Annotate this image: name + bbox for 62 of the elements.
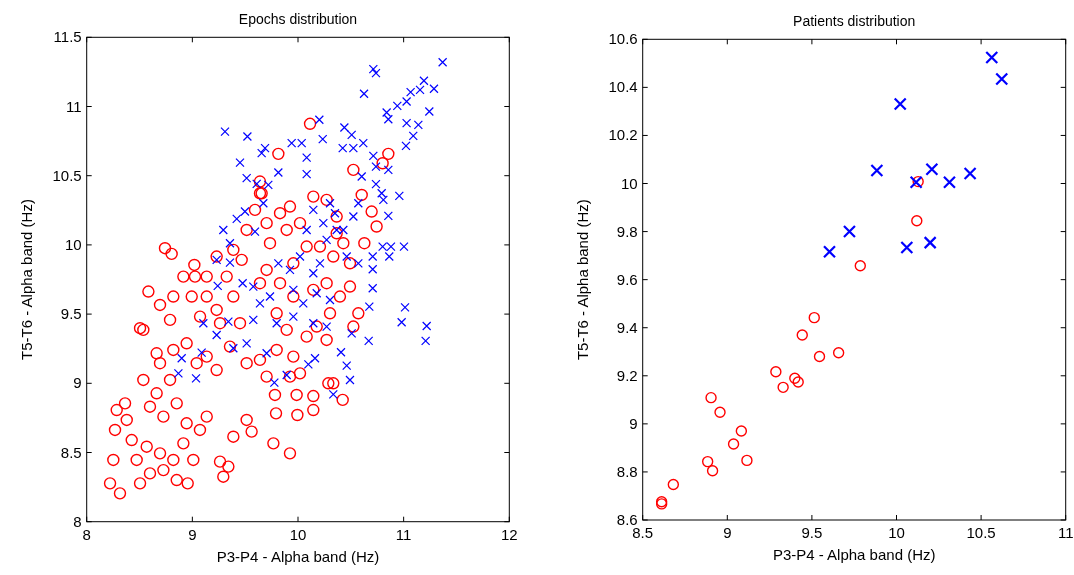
- y-axis-title: T5-T6 - Alpha band (Hz): [573, 199, 591, 361]
- x-tick-label: 10: [888, 524, 905, 541]
- point: [842, 224, 857, 239]
- point: [777, 381, 789, 394]
- x-tick-label: 9.5: [801, 524, 823, 541]
- y-tick-label: 11: [66, 97, 82, 115]
- x-tick-label: 9: [723, 524, 732, 541]
- point: [854, 260, 866, 272]
- point: [832, 347, 845, 359]
- y-tick-label: 11.5: [53, 28, 82, 46]
- y-tick-label: 9.8: [616, 222, 638, 240]
- point: [667, 478, 680, 491]
- y-tick-label: 10: [65, 235, 82, 253]
- point: [813, 350, 826, 363]
- point: [808, 311, 820, 324]
- x-tick-label: 10: [289, 525, 307, 543]
- point: [701, 455, 714, 468]
- y-tick-label: 9.6: [616, 270, 638, 288]
- point: [822, 245, 837, 259]
- y-axis-title: T5-T6 - Alpha band (Hz): [17, 199, 35, 360]
- y-tick-label: 10.2: [608, 126, 638, 144]
- x-tick-label: 10.5: [966, 524, 996, 541]
- y-tick-label: 10.6: [608, 30, 638, 48]
- point: [706, 465, 719, 477]
- point: [985, 50, 999, 65]
- point: [911, 215, 923, 227]
- point: [942, 175, 957, 189]
- chart-title: Patients distribution: [793, 13, 916, 30]
- point: [705, 391, 717, 404]
- chart-title: Epochs distribution: [238, 11, 358, 28]
- point: [792, 376, 804, 388]
- y-tick-label: 8: [73, 512, 82, 530]
- point: [963, 166, 977, 181]
- x-axis-title: P3-P4 - Alpha band (Hz): [216, 547, 380, 565]
- y-tick-label: 10: [621, 174, 638, 192]
- point: [995, 72, 1009, 86]
- y-tick-label: 9.4: [616, 318, 638, 336]
- point: [727, 438, 740, 450]
- x-tick-label: 11: [1057, 524, 1074, 541]
- point: [870, 163, 884, 178]
- point: [893, 97, 907, 111]
- y-tick-label: 8.8: [616, 462, 638, 480]
- y-tick-label: 9.2: [616, 366, 638, 384]
- point: [770, 366, 782, 378]
- y-tick-label: 10.4: [608, 78, 638, 96]
- point: [735, 425, 748, 437]
- point: [925, 162, 939, 176]
- y-tick-label: 9: [629, 414, 638, 432]
- x-tick-label: 12: [500, 525, 518, 543]
- y-tick-label: 9: [73, 374, 82, 392]
- x-tick-label: 9: [188, 525, 197, 543]
- point: [923, 236, 937, 250]
- y-tick-label: 10.5: [52, 166, 82, 184]
- y-tick-label: 8.5: [60, 443, 82, 461]
- point: [789, 372, 801, 384]
- x-axis-title: P3-P4 - Alpha band (Hz): [772, 546, 936, 563]
- x-tick-label: 11: [395, 525, 412, 543]
- point: [900, 240, 914, 255]
- y-tick-label: 9.5: [60, 305, 82, 323]
- point: [741, 454, 753, 467]
- point: [796, 329, 808, 341]
- point: [714, 406, 726, 419]
